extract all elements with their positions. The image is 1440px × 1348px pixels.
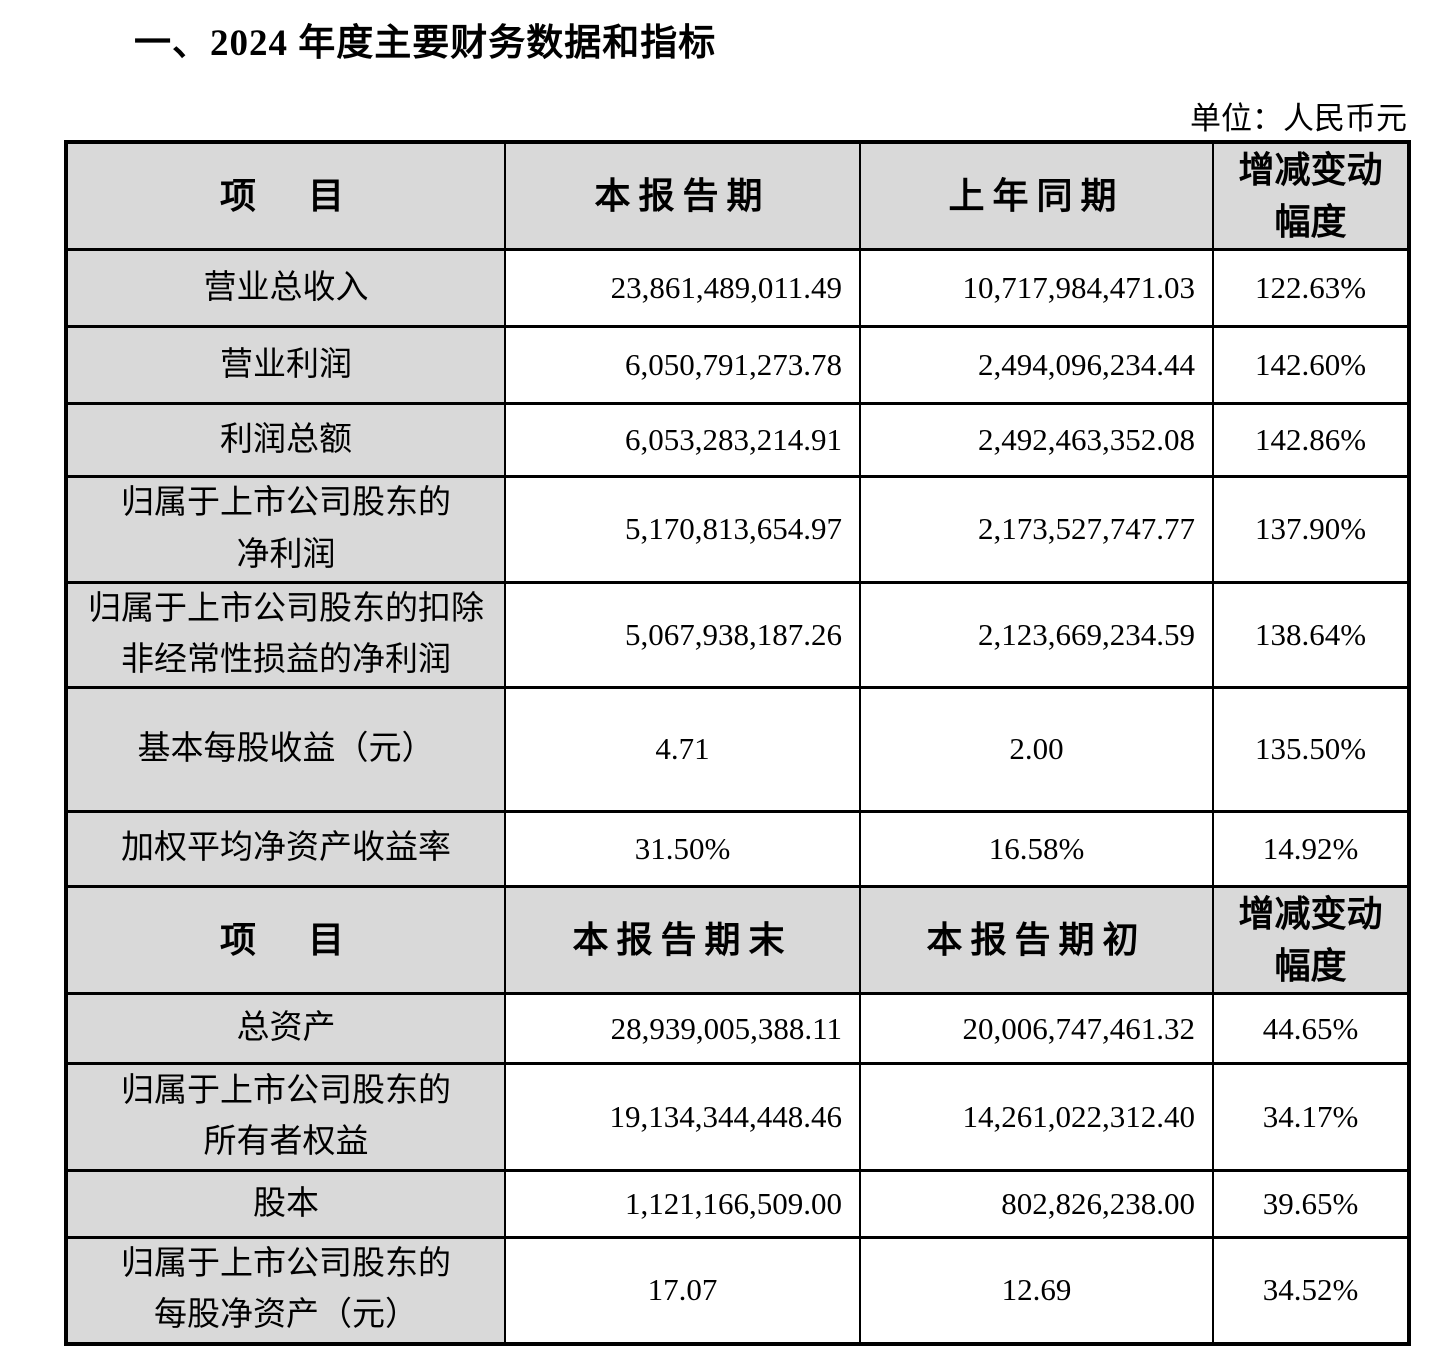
value-prior: 2,494,096,234.44 <box>859 325 1214 406</box>
value-prior: 2.00 <box>859 685 1214 813</box>
value-change: 14.92% <box>1212 809 1410 888</box>
column-header-period-end: 本报告期末 <box>504 884 861 996</box>
table-row-weighted-roe: 加权平均净资产收益率 31.50% 16.58% 14.92% <box>65 809 1410 888</box>
table-row-net-profit: 归属于上市公司股东的 净利润 5,170,813,654.97 2,173,52… <box>65 475 1410 584</box>
row-label: 加权平均净资产收益率 <box>65 809 506 888</box>
value-current: 28,939,005,388.11 <box>504 992 861 1066</box>
column-header-item: 项 目 <box>65 140 506 252</box>
row-label: 总资产 <box>65 992 506 1066</box>
value-current: 17.07 <box>504 1236 861 1346</box>
row-label: 归属于上市公司股东的扣除 非经常性损益的净利润 <box>65 580 506 689</box>
value-prior: 10,717,984,471.03 <box>859 248 1214 329</box>
row-label: 股本 <box>65 1169 506 1240</box>
value-prior: 20,006,747,461.32 <box>859 992 1214 1066</box>
value-prior: 2,123,669,234.59 <box>859 580 1214 689</box>
value-change: 135.50% <box>1212 685 1410 813</box>
row-label: 归属于上市公司股东的 所有者权益 <box>65 1062 506 1173</box>
column-header-current-period: 本报告期 <box>504 140 861 252</box>
value-change: 34.17% <box>1212 1062 1410 1173</box>
value-change: 44.65% <box>1212 992 1410 1066</box>
value-prior: 2,173,527,747.77 <box>859 475 1214 584</box>
value-current: 6,053,283,214.91 <box>504 402 861 479</box>
value-current: 6,050,791,273.78 <box>504 325 861 406</box>
table-row-basic-eps: 基本每股收益（元） 4.71 2.00 135.50% <box>65 685 1410 813</box>
financial-data-table: 项 目 本报告期 上年同期 增减变动 幅度 营业总收入 23,861,489,0… <box>64 140 1411 1346</box>
value-prior: 2,492,463,352.08 <box>859 402 1214 479</box>
column-header-change: 增减变动 幅度 <box>1212 884 1410 996</box>
value-change: 138.64% <box>1212 580 1410 689</box>
value-change: 39.65% <box>1212 1169 1410 1240</box>
value-change: 142.86% <box>1212 402 1410 479</box>
table-row-owners-equity: 归属于上市公司股东的 所有者权益 19,134,344,448.46 14,26… <box>65 1062 1410 1173</box>
column-header-item: 项 目 <box>65 884 506 996</box>
value-change: 142.60% <box>1212 325 1410 406</box>
value-current: 31.50% <box>504 809 861 888</box>
table-row-total-revenue: 营业总收入 23,861,489,011.49 10,717,984,471.0… <box>65 248 1410 329</box>
row-label: 基本每股收益（元） <box>65 685 506 813</box>
table-row-net-assets-per-share: 归属于上市公司股东的 每股净资产（元） 17.07 12.69 34.52% <box>65 1236 1410 1346</box>
value-current: 23,861,489,011.49 <box>504 248 861 329</box>
unit-label: 单位：人民币元 <box>1190 101 1407 136</box>
column-header-change: 增减变动 幅度 <box>1212 140 1410 252</box>
value-prior: 12.69 <box>859 1236 1214 1346</box>
value-current: 19,134,344,448.46 <box>504 1062 861 1173</box>
value-current: 4.71 <box>504 685 861 813</box>
table-header-row-balance: 项 目 本报告期末 本报告期初 增减变动 幅度 <box>65 884 1410 996</box>
table-row-net-profit-deducted: 归属于上市公司股东的扣除 非经常性损益的净利润 5,067,938,187.26… <box>65 580 1410 689</box>
column-header-period-begin: 本报告期初 <box>859 884 1214 996</box>
value-prior: 14,261,022,312.40 <box>859 1062 1214 1173</box>
value-current: 5,170,813,654.97 <box>504 475 861 584</box>
value-change: 34.52% <box>1212 1236 1410 1346</box>
row-label: 归属于上市公司股东的 净利润 <box>65 475 506 584</box>
table-row-operating-profit: 营业利润 6,050,791,273.78 2,494,096,234.44 1… <box>65 325 1410 406</box>
table-row-total-profit: 利润总额 6,053,283,214.91 2,492,463,352.08 1… <box>65 402 1410 479</box>
table-header-row-period: 项 目 本报告期 上年同期 增减变动 幅度 <box>65 140 1410 252</box>
value-prior: 16.58% <box>859 809 1214 888</box>
value-change: 122.63% <box>1212 248 1410 329</box>
value-change: 137.90% <box>1212 475 1410 584</box>
row-label: 营业总收入 <box>65 248 506 329</box>
value-prior: 802,826,238.00 <box>859 1169 1214 1240</box>
value-current: 1,121,166,509.00 <box>504 1169 861 1240</box>
value-current: 5,067,938,187.26 <box>504 580 861 689</box>
row-label: 营业利润 <box>65 325 506 406</box>
row-label: 利润总额 <box>65 402 506 479</box>
section-title: 一、2024 年度主要财务数据和指标 <box>134 23 717 64</box>
table-row-share-capital: 股本 1,121,166,509.00 802,826,238.00 39.65… <box>65 1169 1410 1240</box>
row-label: 归属于上市公司股东的 每股净资产（元） <box>65 1236 506 1346</box>
table-row-total-assets: 总资产 28,939,005,388.11 20,006,747,461.32 … <box>65 992 1410 1066</box>
column-header-prior-period: 上年同期 <box>859 140 1214 252</box>
